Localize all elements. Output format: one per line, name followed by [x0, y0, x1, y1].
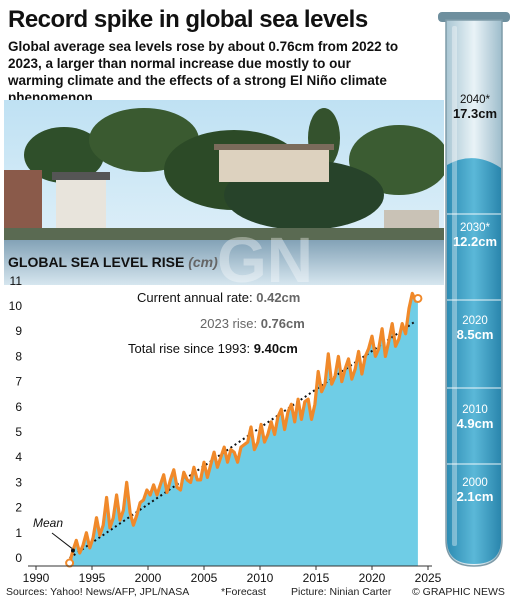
tube-value: 4.9cm [456, 416, 494, 431]
y-tick-label: 3 [15, 475, 22, 489]
y-tick-label: 2 [15, 501, 22, 515]
y-tick-label: 9 [15, 324, 22, 338]
y-tick-label: 5 [15, 425, 22, 439]
tube-label-2010: 2010 4.9cm [445, 404, 505, 431]
harbour-photo [4, 100, 444, 285]
rise-2023-annotation: 2023 rise: 0.76cm [200, 316, 305, 331]
y-tick-label: 1 [15, 526, 22, 540]
total-rise-value: 9.40cm [253, 341, 298, 356]
x-tick-label: 2000 [135, 571, 162, 585]
mean-pointer [51, 532, 73, 549]
tube-value: 8.5cm [456, 327, 494, 342]
current-rate-value: 0.42cm [256, 290, 301, 305]
footer-sources: Sources: Yahoo! News/AFP, JPL/NASA [6, 586, 190, 598]
tube-year: 2030* [459, 222, 491, 234]
tube-value: 17.3cm [452, 106, 498, 121]
rise-2023-label: 2023 rise: [200, 316, 258, 331]
total-rise-label: Total rise since 1993: [128, 341, 251, 356]
current-rate-annotation: Current annual rate: 0.42cm [137, 290, 300, 305]
y-tick-label: 8 [15, 349, 22, 363]
x-tick-label: 2015 [303, 571, 330, 585]
x-tick-label: 2005 [191, 571, 218, 585]
y-tick-label: 7 [15, 375, 22, 389]
footer-forecast-note: *Forecast [221, 586, 266, 598]
tube-year: 2010 [462, 404, 488, 416]
tube-value: 12.2cm [452, 234, 498, 249]
mean-label: Mean [33, 516, 64, 530]
mean-marker [70, 548, 75, 553]
tube-year: 2040* [459, 94, 491, 106]
chart-title-text: GLOBAL SEA LEVEL RISE [8, 254, 185, 270]
end-point-marker [413, 293, 423, 303]
y-tick-label: 11 [10, 274, 23, 288]
x-tick-label: 2020 [359, 571, 386, 585]
y-tick-label: 10 [9, 299, 23, 313]
chart-title: GLOBAL SEA LEVEL RISE (cm) [8, 254, 218, 270]
page-title: Record spike in global sea levels [8, 6, 368, 33]
sea-level-line [68, 291, 420, 564]
y-tick-label: 0 [15, 551, 22, 565]
tube-value: 2.1cm [456, 489, 494, 504]
x-tick-label: 1995 [79, 571, 106, 585]
current-rate-label: Current annual rate: [137, 290, 253, 305]
y-tick-label: 6 [15, 400, 22, 414]
tube-year: 2000 [462, 477, 488, 489]
x-tick-label: 1990 [23, 571, 50, 585]
x-tick-label: 2010 [247, 571, 274, 585]
y-tick-label: 4 [15, 450, 22, 464]
chart-unit: (cm) [188, 254, 218, 270]
tube-label-2030: 2030* 12.2cm [445, 222, 505, 249]
footer-copyright: © GRAPHIC NEWS [412, 586, 505, 598]
x-tick-label: 2025 [415, 571, 442, 585]
tube-water [447, 158, 501, 564]
tube-highlight [452, 26, 457, 546]
footer-picture-credit: Picture: Ninian Carter [291, 586, 392, 598]
tube-year: 2020 [462, 315, 488, 327]
tube-label-2020: 2020 8.5cm [445, 315, 505, 342]
total-rise-annotation: Total rise since 1993: 9.40cm [128, 341, 298, 356]
tube-label-2000: 2000 2.1cm [445, 477, 505, 504]
start-point-marker [65, 558, 75, 568]
tube-label-2040: 2040* 17.3cm [445, 94, 505, 121]
page-subtitle: Global average sea levels rose by about … [8, 39, 399, 105]
rise-2023-value: 0.76cm [260, 316, 305, 331]
